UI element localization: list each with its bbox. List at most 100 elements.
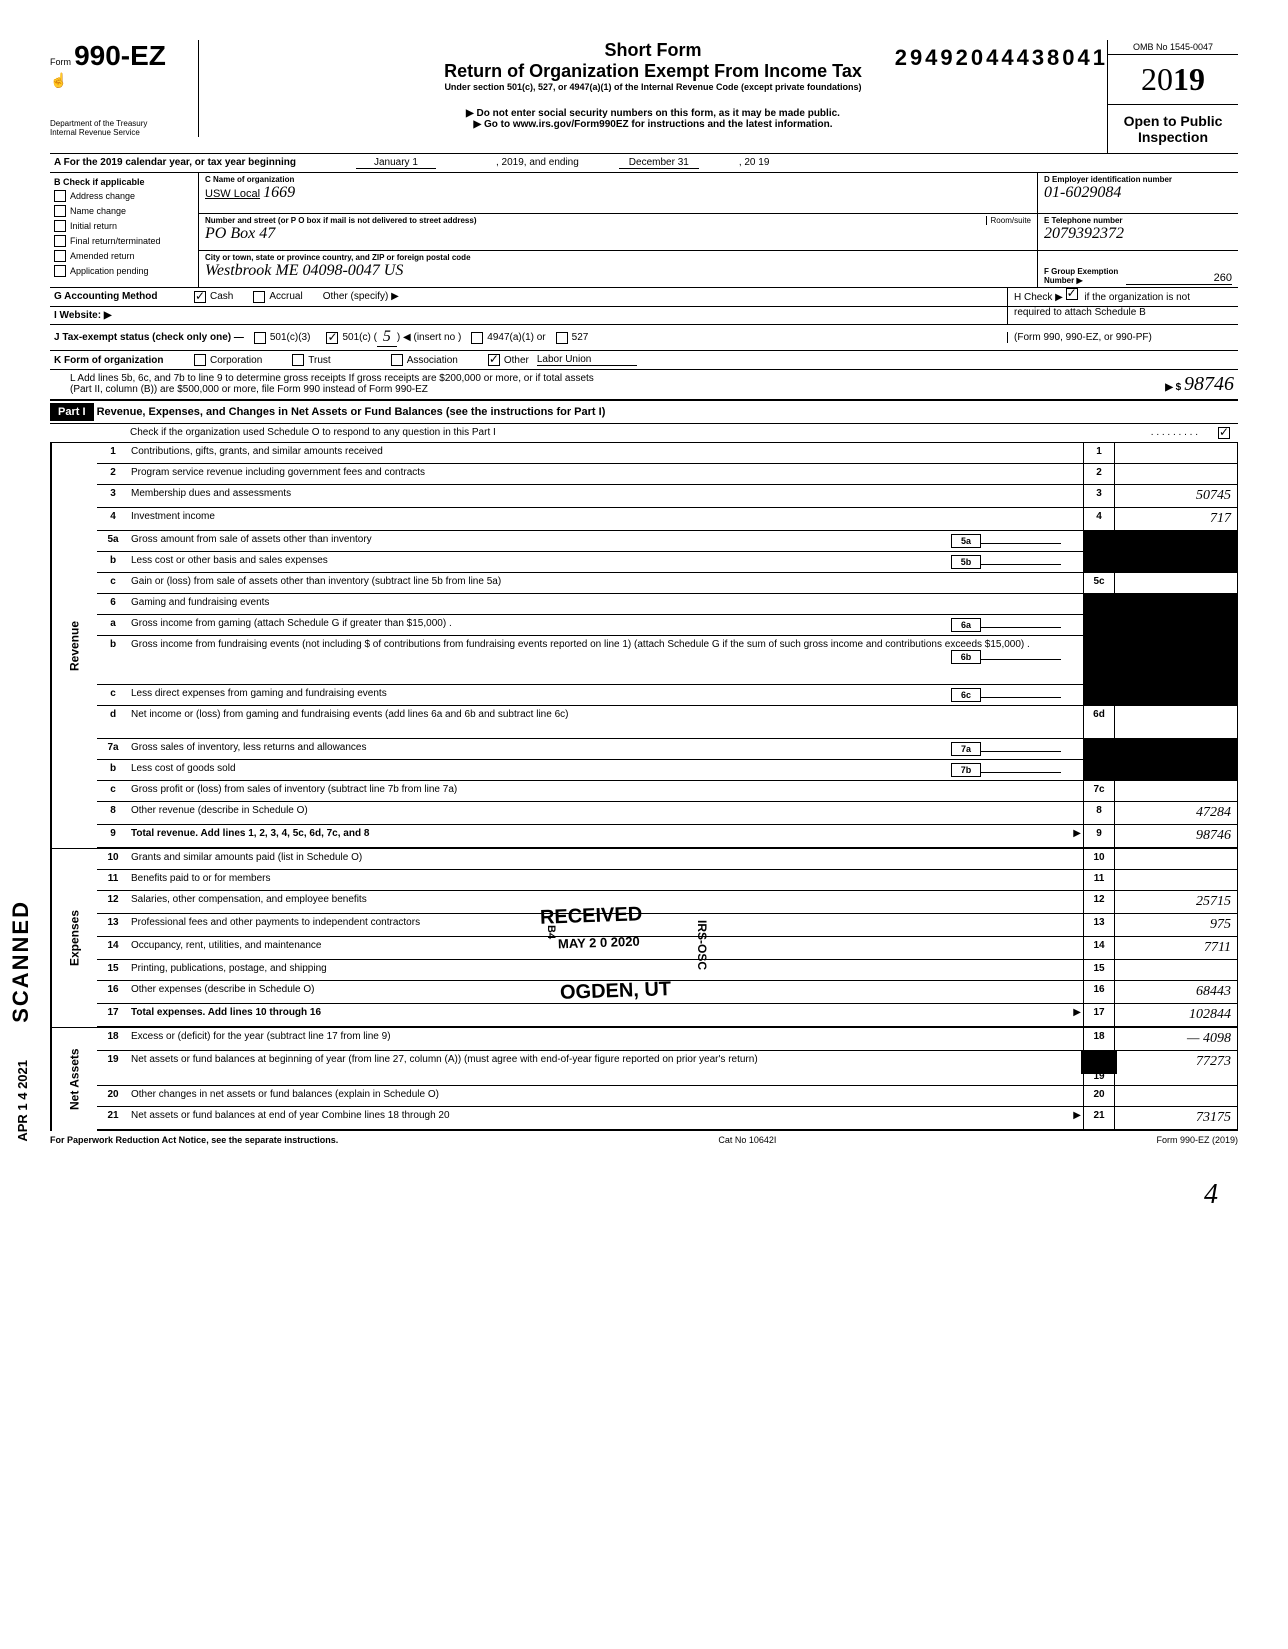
part1-label: Part I (50, 403, 94, 421)
gross-receipts-val: 98746 (1184, 373, 1234, 395)
line-8: Other revenue (describe in Schedule O) (129, 802, 1083, 824)
street-label: Number and street (or P O box if mail is… (205, 216, 1031, 225)
phone-value: 2079392372 (1044, 225, 1232, 243)
cb-cash[interactable] (194, 291, 206, 303)
dept-treasury: Department of the Treasury (50, 119, 190, 128)
row-g-accounting: G Accounting Method Cash Accrual Other (… (50, 288, 1238, 307)
cb-schedule-o[interactable] (1218, 427, 1230, 439)
group-exempt-num: 260 (1126, 272, 1232, 285)
dln: 29492044438041 (895, 45, 1108, 71)
cb-corp[interactable] (194, 354, 206, 366)
org-name-prefix: USW Local (205, 188, 260, 200)
group-exempt-label: F Group Exemption (1044, 267, 1118, 276)
cb-app-pending[interactable] (54, 265, 66, 277)
cb-final-return[interactable] (54, 235, 66, 247)
footer-form: Form 990-EZ (2019) (1156, 1135, 1238, 1145)
line-11: Benefits paid to or for members (129, 870, 1083, 890)
h-label: H Check ▶ (1014, 292, 1063, 303)
page-number-hand: 4 (50, 1179, 1238, 1211)
roomsuite-label: Room/suite (986, 216, 1031, 225)
row-l-gross-receipts: L Add lines 5b, 6c, and 7b to line 9 to … (50, 370, 1238, 401)
line-7a: Gross sales of inventory, less returns a… (131, 742, 366, 753)
line-6d: Net income or (loss) from gaming and fun… (129, 706, 1083, 738)
cb-assoc[interactable] (391, 354, 403, 366)
cb-4947[interactable] (471, 332, 483, 344)
cb-address-change[interactable] (54, 190, 66, 202)
part1-title: Revenue, Expenses, and Changes in Net As… (97, 406, 606, 418)
line-20: Other changes in net assets or fund bala… (129, 1086, 1083, 1106)
b4-stamp: B4 (545, 925, 557, 939)
line-2: Program service revenue including govern… (129, 464, 1083, 484)
ein-label: D Employer identification number (1044, 175, 1232, 184)
ogden-stamp: OGDEN, UT (560, 978, 672, 1005)
line-6a: Gross income from gaming (attach Schedul… (131, 618, 452, 629)
page-footer: For Paperwork Reduction Act Notice, see … (50, 1131, 1238, 1149)
phone-label: E Telephone number (1044, 216, 1232, 225)
tax-year: 2019 (1108, 55, 1238, 105)
line-6: Gaming and fundraising events (129, 594, 1083, 614)
omb-number: OMB No 1545-0047 (1108, 40, 1238, 55)
line-6c: Less direct expenses from gaming and fun… (131, 688, 387, 699)
row-a-tax-year: A For the 2019 calendar year, or tax yea… (50, 154, 1238, 173)
apr-date-stamp: APR 1 4 2021 (15, 1060, 30, 1142)
col-d: D Employer identification number 01-6029… (1037, 173, 1238, 287)
hand-symbol: ☝ (50, 72, 190, 89)
revenue-side-label: Revenue (51, 443, 97, 848)
cb-527[interactable] (556, 332, 568, 344)
subtitle-code: Under section 501(c), 527, or 4947(a)(1)… (209, 82, 1097, 92)
cb-initial-return[interactable] (54, 220, 66, 232)
form-prefix: Form (50, 57, 71, 67)
expenses-side-label: Expenses (51, 849, 97, 1027)
row-j-tax-status: J Tax-exempt status (check only one) — 5… (50, 325, 1238, 351)
line-18: Excess or (deficit) for the year (subtra… (129, 1028, 1083, 1050)
subtitle-ssn: ▶ Do not enter social security numbers o… (209, 108, 1097, 119)
line-3: Membership dues and assessments (129, 485, 1083, 507)
row-i-website: I Website: ▶ required to attach Schedule… (50, 307, 1238, 325)
cb-schedule-b[interactable] (1066, 288, 1078, 300)
open-public: Open to PublicInspection (1108, 105, 1238, 153)
line-6b: Gross income from fundraising events (no… (131, 639, 1030, 650)
part1-header-row: Part I Revenue, Expenses, and Changes in… (50, 401, 1238, 424)
cb-501c3[interactable] (254, 332, 266, 344)
line-5c: Gain or (loss) from sale of assets other… (129, 573, 1083, 593)
line-5a: Gross amount from sale of assets other t… (131, 534, 372, 545)
main-table: Revenue 1Contributions, gifts, grants, a… (50, 443, 1238, 1131)
netassets-side-label: Net Assets (51, 1028, 97, 1131)
ein-value: 01-6029084 (1044, 184, 1232, 202)
line-21: Net assets or fund balances at end of ye… (131, 1110, 450, 1121)
c-label: C Name of organization (205, 175, 1031, 184)
col-c-org-info: C Name of organization USW Local 1669 Nu… (199, 173, 1037, 287)
subtitle-url: ▶ Go to www.irs.gov/Form990EZ for instru… (209, 119, 1097, 130)
line-17: Total expenses. Add lines 10 through 16 (131, 1007, 321, 1018)
footer-cat: Cat No 10642I (718, 1135, 776, 1145)
irs-osc-stamp: IRS-OSC (695, 920, 709, 970)
line-10: Grants and similar amounts paid (list in… (129, 849, 1083, 869)
cb-amended[interactable] (54, 250, 66, 262)
cb-other-org[interactable] (488, 354, 500, 366)
city-label: City or town, state or province country,… (205, 253, 1031, 262)
date-stamp: MAY 2 0 2020 (558, 934, 640, 952)
street-hand: PO Box 47 (205, 225, 275, 242)
501c-number: 5 (377, 328, 397, 347)
other-org-value: Labor Union (537, 354, 637, 366)
line-15: Printing, publications, postage, and shi… (129, 960, 1083, 980)
cb-501c[interactable] (326, 332, 338, 344)
line-5b: Less cost or other basis and sales expen… (131, 555, 328, 566)
part1-check-row: Check if the organization used Schedule … (50, 424, 1238, 443)
cb-name-change[interactable] (54, 205, 66, 217)
form-number: 990-EZ (74, 40, 166, 71)
line-7c: Gross profit or (loss) from sales of inv… (129, 781, 1083, 801)
cb-accrual[interactable] (253, 291, 265, 303)
dept-irs: Internal Revenue Service (50, 128, 190, 137)
cb-trust[interactable] (292, 354, 304, 366)
line-9: Total revenue. Add lines 1, 2, 3, 4, 5c,… (131, 828, 369, 839)
org-name-hand: 1669 (263, 184, 295, 201)
line-1: Contributions, gifts, grants, and simila… (129, 443, 1083, 463)
line-4: Investment income (129, 508, 1083, 530)
scanned-stamp: SCANNED (8, 900, 34, 1023)
col-b-checkboxes: B Check if applicable Address change Nam… (50, 173, 199, 287)
section-bcd: B Check if applicable Address change Nam… (50, 173, 1238, 288)
city-hand: Westbrook ME 04098-0047 US (205, 262, 403, 279)
line-7b: Less cost of goods sold (131, 763, 236, 774)
line-19: Net assets or fund balances at beginning… (129, 1051, 1083, 1085)
